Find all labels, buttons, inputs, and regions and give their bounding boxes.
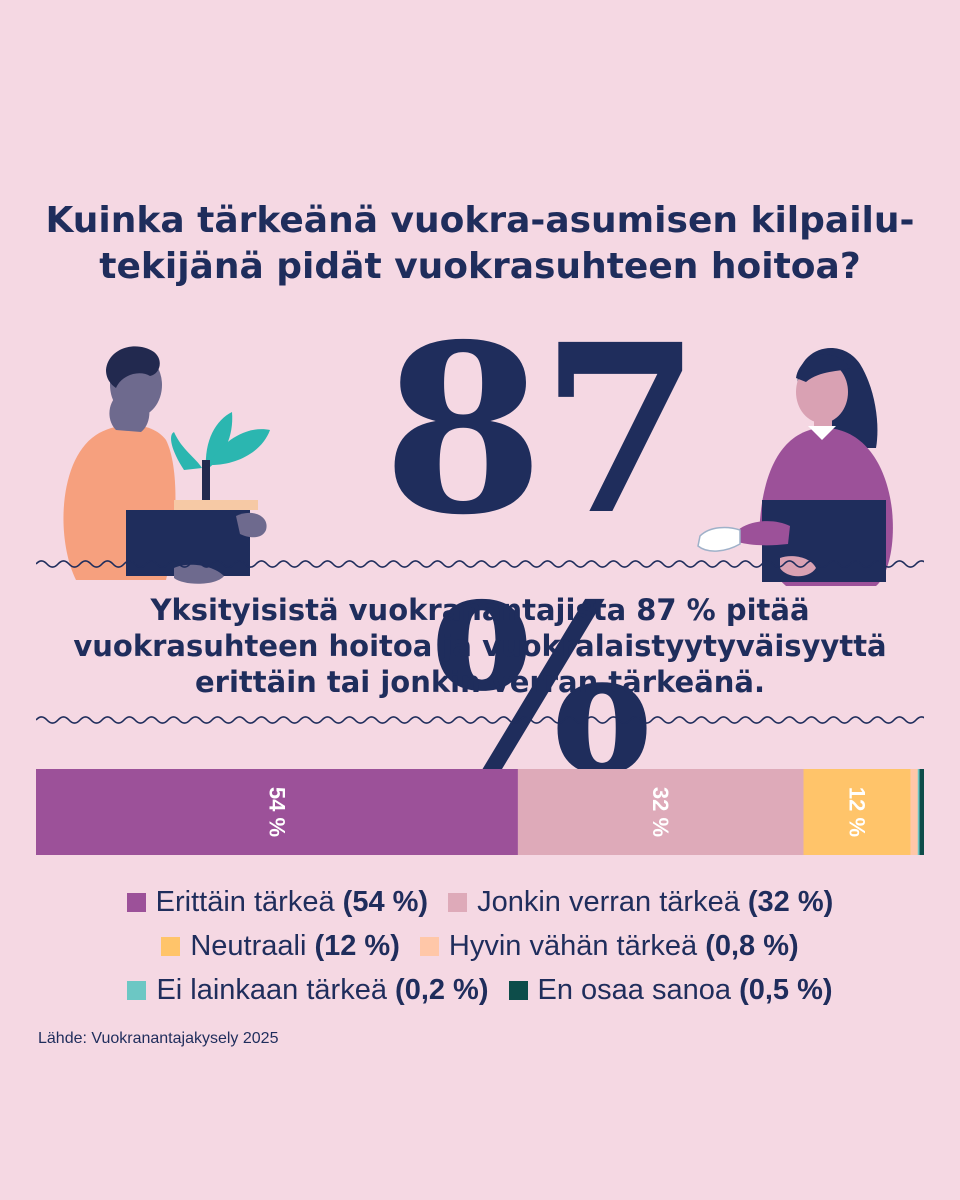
legend-swatch bbox=[448, 892, 468, 912]
legend-row-3: Ei lainkaan tärkeä (0,2 %) En osaa sanoa… bbox=[40, 968, 920, 1012]
legend-percent: (0,8 %) bbox=[705, 929, 799, 962]
legend-percent: (0,5 %) bbox=[739, 973, 833, 1006]
bar-segment-1 bbox=[517, 769, 804, 855]
legend-swatch bbox=[126, 892, 146, 912]
stacked-bar-chart: 54 % 32 % 12 % bbox=[36, 769, 924, 855]
bar-segment-2 bbox=[803, 769, 911, 855]
bar-segment-3 bbox=[910, 769, 918, 855]
legend-swatch bbox=[127, 980, 147, 1000]
chart-legend: Erittäin tärkeä (54 %) Jonkin verran tär… bbox=[40, 880, 920, 1012]
statement-line-1: Yksityisistä vuokranantajista 87 % pitää bbox=[150, 593, 810, 627]
man-with-plant-illustration bbox=[63, 346, 270, 584]
legend-swatch bbox=[161, 936, 181, 956]
legend-row-2: Neutraali (12 %) Hyvin vähän tärkeä (0,8… bbox=[40, 924, 920, 968]
legend-item-en-osaa-sanoa: En osaa sanoa (0,5 %) bbox=[508, 973, 833, 1007]
legend-label: Erittäin tärkeä bbox=[155, 885, 335, 918]
statement-line-2: vuokrasuhteen hoitoa ja vuokralaistyytyv… bbox=[73, 629, 887, 663]
legend-percent: (54 %) bbox=[342, 885, 429, 918]
legend-label: Neutraali bbox=[190, 929, 307, 962]
wave-divider-bottom bbox=[36, 716, 924, 724]
legend-percent: (12 %) bbox=[314, 929, 400, 962]
wave-divider-top bbox=[36, 560, 924, 568]
question-title: Kuinka tärkeänä vuokra-asumisen kilpailu… bbox=[40, 198, 920, 290]
statement-line-3: erittäin tai jonkin verran tärkeänä. bbox=[194, 665, 766, 699]
legend-item-neutraali: Neutraali (12 %) bbox=[161, 930, 400, 963]
bar-label-0: 54 % bbox=[264, 787, 289, 837]
legend-percent: (0,2 %) bbox=[395, 973, 489, 1006]
bar-segment-5 bbox=[919, 769, 924, 855]
legend-label: Hyvin vähän tärkeä bbox=[448, 929, 698, 962]
question-line-1: Kuinka tärkeänä vuokra-asumisen kilpailu… bbox=[45, 200, 915, 241]
legend-label: Jonkin verran tärkeä bbox=[477, 885, 740, 918]
question-line-2: tekijänä pidät vuokrasuhteen hoitoa? bbox=[99, 246, 861, 287]
legend-swatch bbox=[419, 936, 439, 956]
summary-statement: Yksityisistä vuokranantajista 87 % pitää… bbox=[60, 592, 900, 700]
legend-item-hyvin-vahan-tarkea: Hyvin vähän tärkeä (0,8 %) bbox=[419, 929, 799, 963]
legend-row-1: Erittäin tärkeä (54 %) Jonkin verran tär… bbox=[40, 880, 920, 924]
bar-label-2: 12 % bbox=[845, 787, 870, 837]
legend-label: En osaa sanoa bbox=[537, 973, 731, 1006]
bar-segment-4 bbox=[917, 769, 920, 855]
highlight-percentage: 87 % bbox=[382, 293, 702, 826]
source-note: Lähde: Vuokranantajakysely 2025 bbox=[38, 1030, 279, 1047]
bar-label-1: 32 % bbox=[648, 787, 673, 837]
bar-segment-0 bbox=[36, 769, 518, 855]
legend-swatch bbox=[508, 980, 528, 1000]
legend-item-ei-lainkaan-tarkea: Ei lainkaan tärkeä (0,2 %) bbox=[127, 973, 489, 1007]
legend-percent: (32 %) bbox=[747, 885, 834, 918]
legend-label: Ei lainkaan tärkeä bbox=[156, 973, 387, 1006]
legend-item-jonkin-verran-tarkea: Jonkin verran tärkeä (32 %) bbox=[448, 886, 833, 919]
legend-item-erittain-tarkea: Erittäin tärkeä (54 %) bbox=[126, 885, 429, 919]
woman-with-folder-illustration bbox=[697, 347, 893, 586]
